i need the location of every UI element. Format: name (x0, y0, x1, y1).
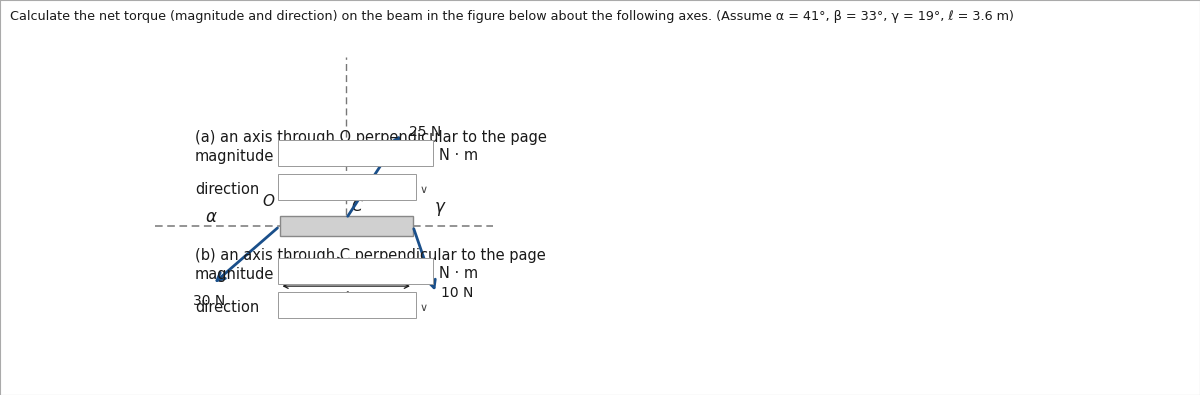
Bar (278, 174, 416, 200)
Text: 25 N: 25 N (408, 124, 440, 139)
Text: ---Select---: ---Select--- (284, 181, 354, 194)
Text: ∨: ∨ (420, 185, 428, 195)
Text: magnitude: magnitude (194, 149, 275, 164)
Text: ∨: ∨ (420, 303, 428, 313)
Text: C: C (352, 199, 362, 214)
Text: N · m: N · m (439, 149, 478, 164)
Text: ∨: ∨ (403, 300, 410, 310)
Bar (278, 258, 433, 284)
Bar (278, 140, 433, 166)
Text: γ: γ (434, 198, 444, 216)
Text: direction: direction (194, 301, 259, 316)
Text: β: β (349, 146, 360, 164)
Text: magnitude: magnitude (194, 267, 275, 282)
Text: α: α (205, 208, 216, 226)
Text: 30 N: 30 N (193, 294, 226, 308)
Bar (278, 292, 416, 318)
Text: ℓ: ℓ (343, 292, 349, 305)
Text: N · m: N · m (439, 267, 478, 282)
Text: ---Select---: ---Select--- (284, 299, 354, 312)
Text: direction: direction (194, 182, 259, 198)
Text: 10 N: 10 N (442, 286, 474, 300)
Text: O: O (263, 194, 275, 209)
Bar (280, 216, 413, 236)
Text: Calculate the net torque (magnitude and direction) on the beam in the figure bel: Calculate the net torque (magnitude and … (10, 10, 1014, 23)
Text: (a) an axis through O perpendicular to the page: (a) an axis through O perpendicular to t… (194, 130, 547, 145)
Text: ∨: ∨ (403, 182, 410, 192)
Text: ℓ/2: ℓ/2 (304, 265, 323, 279)
Text: (b) an axis through C perpendicular to the page: (b) an axis through C perpendicular to t… (194, 248, 546, 263)
